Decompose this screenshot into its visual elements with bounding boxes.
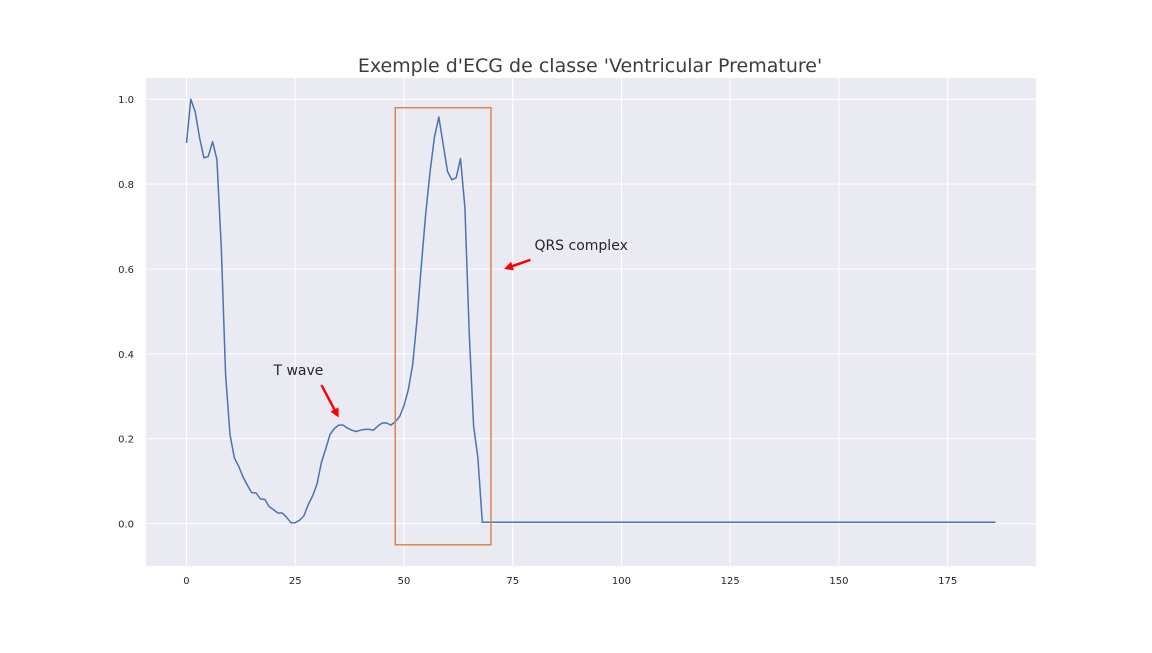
y-tick-label: 1.0 <box>118 95 134 106</box>
annotation-arrow-head <box>330 407 339 418</box>
x-tick-label: 25 <box>289 576 302 587</box>
annotation-arrow-head <box>504 261 514 271</box>
ecg-series-line <box>185 98 996 524</box>
qrs-complex-label: QRS complex <box>534 238 627 254</box>
plot-background <box>146 78 1036 566</box>
x-tick-label: 75 <box>506 576 519 587</box>
x-tick-label: 100 <box>612 576 631 587</box>
x-tick-label: 50 <box>398 576 411 587</box>
x-tick-label: 150 <box>829 576 848 587</box>
x-tick-label: 0 <box>183 576 189 587</box>
chart-title: Exemple d'ECG de classe 'Ventricular Pre… <box>358 55 822 77</box>
y-tick-label: 0.0 <box>118 520 134 531</box>
x-tick-label: 175 <box>938 576 957 587</box>
annotation-arrow-shaft <box>512 258 531 268</box>
y-tick-label: 0.4 <box>118 350 134 361</box>
y-tick-label: 0.2 <box>118 435 134 446</box>
qrs-highlight-box <box>394 106 492 546</box>
y-tick-label: 0.6 <box>118 265 134 276</box>
y-tick-label: 0.8 <box>118 180 134 191</box>
annotation-arrow-shaft <box>320 384 336 411</box>
x-tick-label: 125 <box>721 576 740 587</box>
t-wave-label: T wave <box>272 363 323 379</box>
